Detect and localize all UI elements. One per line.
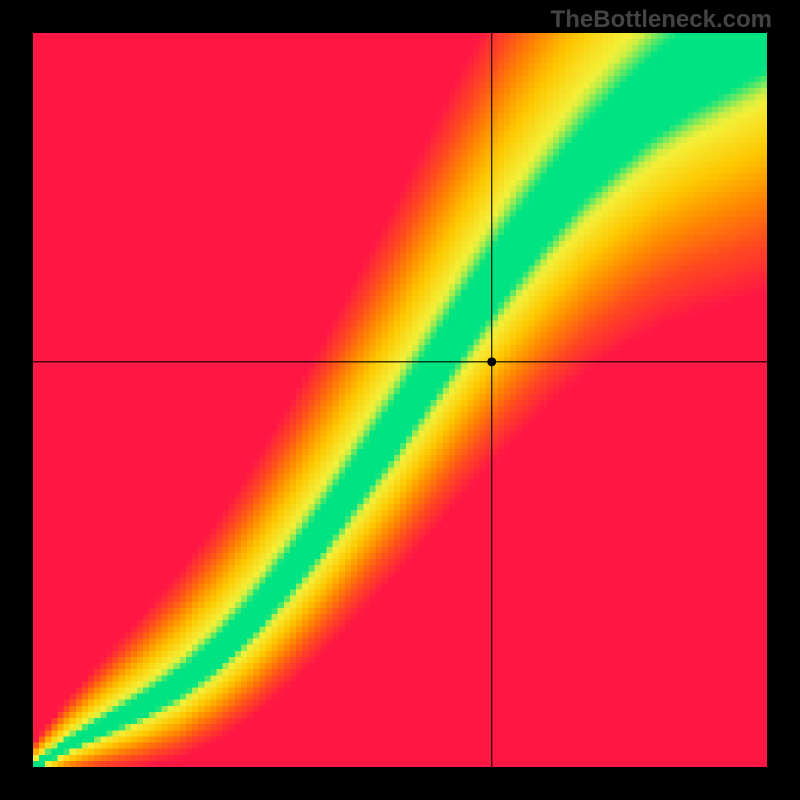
- chart-container: TheBottleneck.com: [0, 0, 800, 800]
- bottleneck-heatmap: [33, 33, 767, 767]
- watermark-text: TheBottleneck.com: [551, 6, 772, 34]
